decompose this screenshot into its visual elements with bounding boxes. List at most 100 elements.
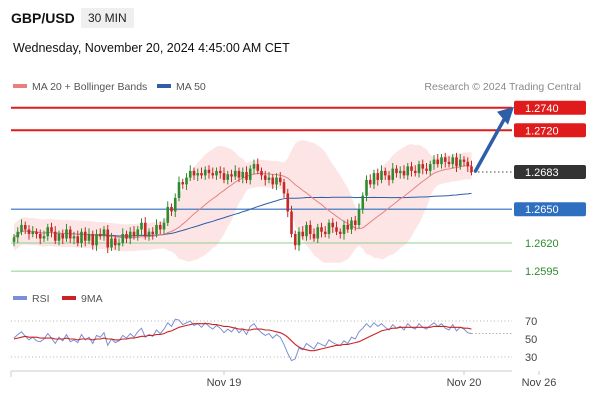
candle <box>173 193 177 218</box>
candle-body <box>132 231 136 237</box>
candle <box>320 222 323 238</box>
candle-body <box>185 177 188 185</box>
candle <box>346 219 350 233</box>
candle <box>241 167 245 184</box>
timeframe-badge[interactable]: 30 MIN <box>81 8 134 28</box>
candle-body <box>143 222 147 237</box>
candle-body <box>391 168 395 180</box>
candle-body <box>177 182 181 198</box>
candle <box>68 226 72 243</box>
candle-body <box>383 170 387 176</box>
rsi-panel: 30 50 70 <box>11 316 537 364</box>
candle <box>387 170 391 186</box>
candle-body <box>128 231 132 239</box>
candle <box>53 226 57 245</box>
candle <box>331 218 335 233</box>
candle-body <box>241 172 245 178</box>
candle-body <box>297 231 301 246</box>
candle <box>31 226 35 238</box>
candle <box>121 228 125 247</box>
candle-body <box>50 227 53 232</box>
candle-body <box>305 224 308 237</box>
candle-body <box>68 229 72 239</box>
candle <box>143 217 147 240</box>
candle-body <box>353 220 357 225</box>
candle-body <box>16 231 20 238</box>
candle <box>35 228 38 239</box>
candle-body <box>406 166 410 176</box>
candle <box>376 168 380 186</box>
candle <box>451 153 455 169</box>
candle-body <box>462 159 466 162</box>
candle-body <box>102 229 106 237</box>
candle-body <box>226 174 230 180</box>
candle <box>42 230 46 242</box>
candle <box>413 165 417 177</box>
candle-body <box>20 224 23 232</box>
candle-body <box>121 233 125 243</box>
candle <box>263 170 267 186</box>
research-credit: Research © 2024 Trading Central <box>424 81 581 93</box>
level-label-1.2683: 1.2683 <box>525 167 559 179</box>
level-badge-1.2740 <box>514 100 586 115</box>
candle <box>110 232 113 251</box>
x-label-Nov 19: Nov 19 <box>207 377 242 389</box>
candle-body <box>230 174 233 177</box>
candle-body <box>87 233 91 241</box>
candle <box>61 229 65 245</box>
legend-layer: MA 20 + Bollinger Bands MA 50 Research ©… <box>13 81 581 305</box>
candle-body <box>413 170 417 174</box>
candle-body <box>23 224 27 230</box>
candle-body <box>331 222 335 228</box>
candle <box>391 162 395 184</box>
level-label-1.2720: 1.2720 <box>525 125 559 137</box>
candle-body <box>316 227 320 239</box>
candle-body <box>80 231 83 243</box>
candle-body <box>432 159 436 165</box>
candle <box>316 223 320 243</box>
candle <box>136 226 140 241</box>
candle <box>458 153 462 170</box>
candle-body <box>320 227 323 232</box>
candle <box>425 162 428 175</box>
candle-body <box>440 157 443 165</box>
rsi-ma-legend-label: 9MA <box>81 293 103 305</box>
candle <box>155 219 158 238</box>
candle <box>151 227 155 240</box>
candle <box>50 222 53 238</box>
candle <box>147 228 151 241</box>
candle <box>200 167 203 179</box>
candle <box>402 165 406 179</box>
price-levels-layer <box>11 106 512 272</box>
candle-body <box>425 168 428 171</box>
candle-body <box>455 157 458 167</box>
candle-body <box>286 193 290 212</box>
ma50-legend-label: MA 50 <box>176 81 206 93</box>
candle <box>128 227 132 245</box>
candle <box>443 152 447 168</box>
candle <box>106 224 110 254</box>
level-label-1.2650: 1.2650 <box>525 204 559 216</box>
candle <box>230 169 233 183</box>
candle-body <box>428 164 432 171</box>
candle-body <box>98 233 102 237</box>
candle <box>166 201 170 227</box>
rsi-ma-legend-swatch <box>62 296 76 300</box>
candle-body <box>65 229 68 239</box>
candle <box>380 165 383 184</box>
candle <box>353 215 357 231</box>
candle-body <box>372 173 376 185</box>
candle <box>23 221 27 234</box>
candle <box>312 228 316 242</box>
candle <box>410 161 413 177</box>
candle <box>305 221 308 241</box>
candle <box>395 165 398 178</box>
candle-body <box>53 231 57 241</box>
candle-body <box>380 170 383 180</box>
candle-body <box>387 175 391 180</box>
candle <box>185 173 188 191</box>
candle-body <box>410 166 413 171</box>
candle-body <box>293 233 297 246</box>
candle-body <box>170 206 173 212</box>
